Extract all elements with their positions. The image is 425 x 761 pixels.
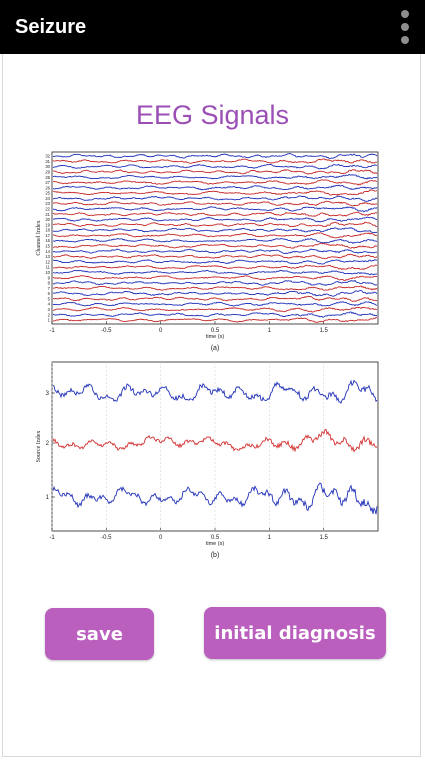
channel-trace (52, 301, 378, 307)
x-tick-label: 1 (268, 535, 272, 541)
channel-trace (52, 206, 378, 213)
x-axis-label: time (s) (206, 541, 225, 547)
y-tick-label: 3 (46, 391, 50, 397)
y-tick-label: 22 (45, 207, 50, 212)
y-tick-label: 1 (48, 318, 51, 323)
y-tick-label: 7 (48, 286, 51, 291)
x-tick-label: 1.5 (319, 535, 328, 541)
app-title: Seizure (15, 15, 87, 38)
y-tick-label: 26 (45, 185, 50, 190)
channel-trace (52, 237, 378, 245)
source-trace (52, 428, 378, 453)
save-button[interactable]: save (45, 608, 154, 660)
channel-trace (52, 274, 378, 282)
y-tick-label: 27 (45, 180, 50, 185)
x-tick-label: -1 (49, 535, 55, 541)
y-tick-label: 2 (46, 441, 50, 447)
channel-trace (52, 216, 378, 223)
y-tick-label: 19 (45, 222, 50, 227)
x-tick-label: 0.5 (211, 535, 220, 541)
y-tick-label: 16 (45, 238, 50, 243)
y-tick-label: 17 (45, 233, 50, 238)
x-tick-label: -0.5 (101, 535, 112, 541)
y-tick-label: 5 (48, 296, 51, 301)
channel-trace (52, 264, 378, 271)
channel-trace (53, 242, 378, 249)
figure-caption: (a) (211, 345, 220, 352)
x-tick-label: 1 (268, 328, 272, 334)
x-tick-label: 0 (159, 535, 163, 541)
y-tick-label: 32 (45, 154, 50, 159)
y-tick-label: 3 (48, 307, 51, 312)
y-tick-label: 25 (45, 191, 50, 196)
channel-trace (52, 232, 378, 239)
channel-trace (52, 279, 378, 286)
x-tick-label: -1 (49, 328, 55, 334)
y-tick-label: 10 (45, 270, 50, 275)
figure-caption: (b) (211, 552, 220, 559)
y-axis-label: Source Index (36, 431, 42, 463)
y-tick-label: 11 (46, 265, 51, 270)
overflow-menu-icon[interactable] (399, 10, 411, 44)
y-tick-label: 23 (45, 201, 50, 206)
channel-trace (52, 253, 378, 260)
y-tick-label: 13 (45, 254, 50, 259)
channel-trace (52, 195, 378, 202)
y-tick-label: 12 (45, 259, 50, 264)
y-tick-label: 30 (45, 164, 50, 169)
y-tick-label: 31 (45, 159, 50, 164)
channel-trace (52, 173, 378, 180)
channel-trace (52, 269, 378, 276)
x-tick-label: 0 (159, 328, 163, 334)
channel-trace (52, 316, 378, 323)
y-tick-label: 9 (48, 275, 51, 280)
y-tick-label: 29 (45, 169, 50, 174)
y-tick-label: 24 (45, 196, 50, 201)
source-chart: -1 -0.5 0 0.5 1 1.5 time (s) (b) Source Index 1 2 3 (36, 361, 379, 559)
x-tick-label: 1.5 (319, 328, 328, 334)
channel-trace (52, 211, 378, 217)
channel-trace (52, 184, 378, 191)
y-axis-label: Channel Index (36, 220, 42, 255)
channel-trace (52, 311, 378, 318)
initial-diagnosis-button[interactable]: initial diagnosis (204, 607, 386, 659)
channel-trace (52, 306, 378, 313)
channel-trace (53, 179, 378, 186)
channel-trace (52, 153, 378, 159)
y-tick-label: 15 (45, 244, 50, 249)
x-axis-label: time (s) (206, 334, 225, 340)
y-tick-label: 8 (48, 281, 51, 286)
channel-trace (52, 285, 378, 291)
channel-trace (52, 227, 378, 234)
y-tick-label: 21 (45, 212, 50, 217)
channel-trace (52, 295, 378, 303)
page-heading: EEG Signals (135, 100, 290, 130)
channel-trace (52, 221, 378, 228)
channel-trace (52, 158, 378, 164)
y-tick-label: 14 (45, 249, 50, 254)
y-tick-label: 2 (48, 312, 51, 317)
channel-trace (53, 200, 378, 207)
y-tick-label: 20 (45, 217, 50, 222)
x-tick-label: -0.5 (101, 328, 112, 334)
y-tick-label: 28 (45, 175, 50, 180)
y-tick-label: 6 (48, 291, 51, 296)
y-tick-label: 1 (46, 495, 50, 501)
channel-trace (52, 169, 378, 175)
x-tick-label: 0.5 (211, 328, 220, 334)
source-trace (52, 482, 378, 515)
y-tick-label: 4 (48, 302, 51, 307)
app-bar: Seizure (0, 0, 425, 54)
channel-trace (52, 163, 377, 170)
channel-trace (52, 189, 378, 196)
source-trace (52, 379, 378, 404)
y-tick-label: 18 (45, 228, 50, 233)
channel-trace (52, 248, 378, 255)
channel-trace (52, 259, 378, 265)
channel-trace (52, 290, 378, 297)
